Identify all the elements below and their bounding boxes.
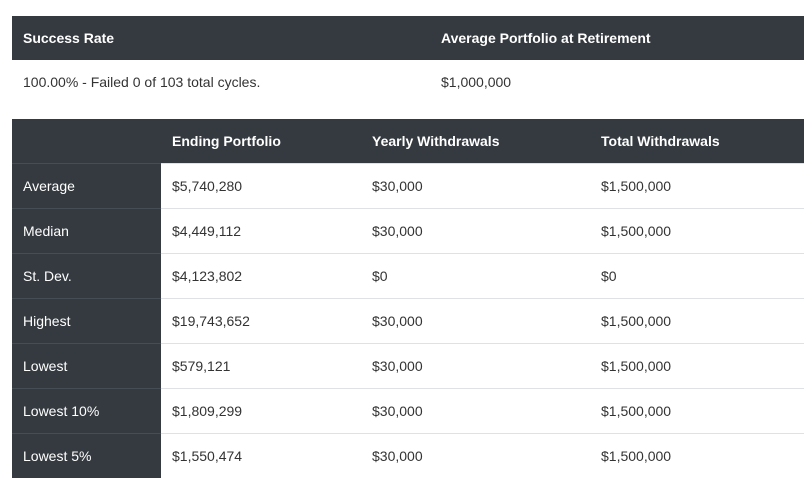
table-cell: $1,500,000 (590, 163, 804, 209)
table-cell: $30,000 (361, 163, 590, 209)
table-cell: $4,449,112 (161, 208, 361, 254)
row-header: Lowest (12, 343, 161, 389)
summary-header: Success Rate (12, 16, 430, 60)
table-row: Median $4,449,112 $30,000 $1,500,000 (12, 208, 804, 254)
row-header: Lowest 10% (12, 388, 161, 434)
table-cell: $30,000 (361, 343, 590, 389)
table-row: Average $5,740,280 $30,000 $1,500,000 (12, 163, 804, 209)
table-cell: $1,500,000 (590, 433, 804, 478)
table-row: Lowest 10% $1,809,299 $30,000 $1,500,000 (12, 388, 804, 434)
table-cell: $0 (361, 253, 590, 299)
table-cell: $30,000 (361, 433, 590, 478)
row-header: Average (12, 163, 161, 209)
table-cell: $30,000 (361, 208, 590, 254)
table-row: Highest $19,743,652 $30,000 $1,500,000 (12, 298, 804, 344)
row-header: Lowest 5% (12, 433, 161, 478)
table-cell: $1,809,299 (161, 388, 361, 434)
table-row: Lowest $579,121 $30,000 $1,500,000 (12, 343, 804, 389)
stats-table: Ending Portfolio Yearly Withdrawals Total … (12, 119, 804, 478)
table-row: St. Dev. $4,123,802 $0 $0 (12, 253, 804, 299)
table-cell: $1,500,000 (590, 343, 804, 389)
table-cell: $579,121 (161, 343, 361, 389)
summary-value: $1,000,000 (441, 74, 512, 90)
table-cell: $1,500,000 (590, 208, 804, 254)
summary-value: 100.00% - Failed 0 of 103 total cycles. (23, 74, 261, 90)
column-header: Yearly Withdrawals (361, 119, 590, 164)
column-header: Total Withdrawals (590, 119, 804, 164)
table-row: Lowest 5% $1,550,474 $30,000 $1,500,000 (12, 433, 804, 478)
table-cell: $1,500,000 (590, 298, 804, 344)
table-cell: $19,743,652 (161, 298, 361, 344)
table-cell: $1,550,474 (161, 433, 361, 478)
row-header: Highest (12, 298, 161, 344)
row-header: St. Dev. (12, 253, 161, 299)
corner-cell (12, 119, 161, 164)
column-header: Ending Portfolio (161, 119, 361, 164)
summary-header: Average Portfolio at Retirement (430, 16, 804, 60)
row-header: Median (12, 208, 161, 254)
summary-table: Success Rate Average Portfolio at Retirem… (12, 16, 804, 104)
table-cell: $4,123,802 (161, 253, 361, 299)
table-cell: $30,000 (361, 298, 590, 344)
table-cell: $30,000 (361, 388, 590, 434)
table-cell: $1,500,000 (590, 388, 804, 434)
table-cell: $0 (590, 253, 804, 299)
table-cell: $5,740,280 (161, 163, 361, 209)
